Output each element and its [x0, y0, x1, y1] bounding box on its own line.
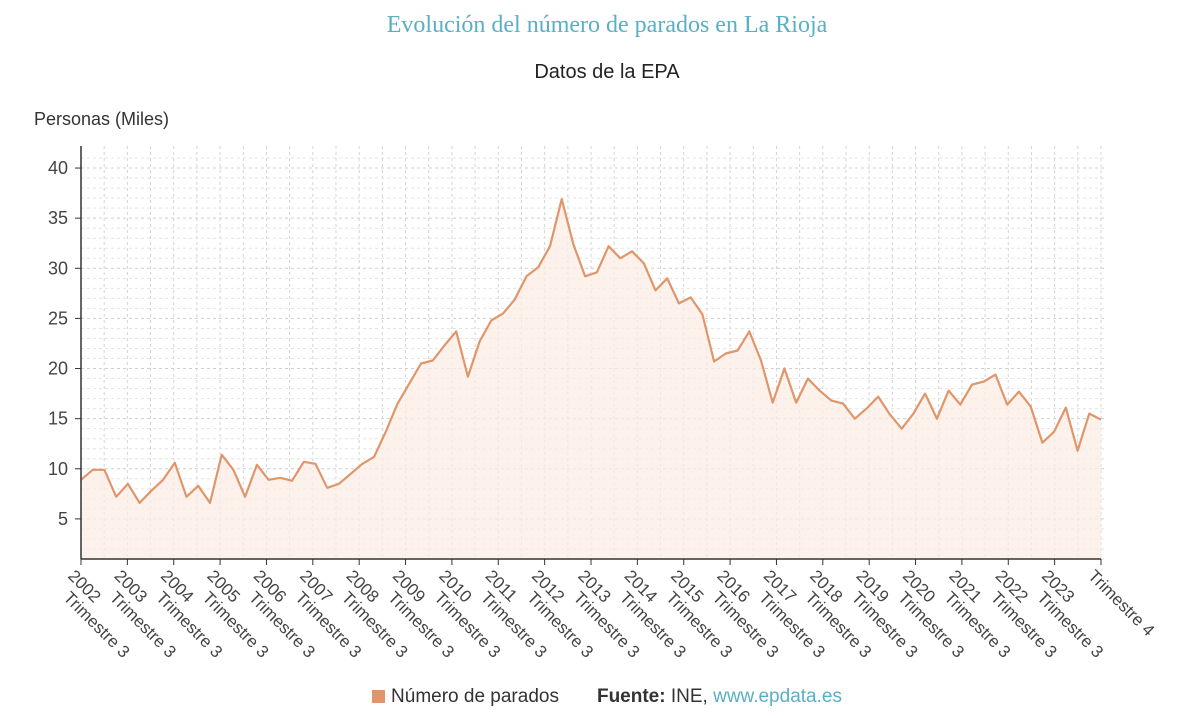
y-tick-label: 40 — [48, 158, 68, 178]
source-link[interactable]: www.epdata.es — [713, 686, 842, 707]
legend-swatch — [372, 690, 386, 703]
source-name: INE, — [670, 686, 708, 707]
chart-title: Evolución del número de parados en La Ri… — [386, 12, 828, 38]
x-tick-label: Trimestre 4 — [1084, 566, 1158, 640]
y-tick-label: 15 — [48, 409, 68, 429]
legend: Número de parados Fuente: INE, www.epdata… — [0, 686, 1200, 708]
y-axis-label: Personas (Miles) — [34, 109, 170, 129]
chart-subtitle: Datos de la EPA — [534, 61, 680, 83]
source-label: Fuente: — [596, 686, 666, 707]
y-tick-label: 25 — [48, 308, 68, 328]
series-line — [80, 198, 1102, 504]
y-tick-label: 20 — [48, 359, 68, 379]
y-tick-label: 30 — [48, 258, 68, 278]
legend-label: Número de parados — [391, 686, 559, 707]
source-credit: Fuente: INE, www.epdata.es — [597, 686, 842, 707]
legend-item[interactable]: Número de parados — [372, 686, 559, 707]
series-area — [81, 199, 1101, 559]
y-tick-label: 5 — [58, 509, 68, 529]
y-tick-label: 35 — [48, 208, 68, 228]
y-tick-label: 10 — [48, 459, 68, 479]
